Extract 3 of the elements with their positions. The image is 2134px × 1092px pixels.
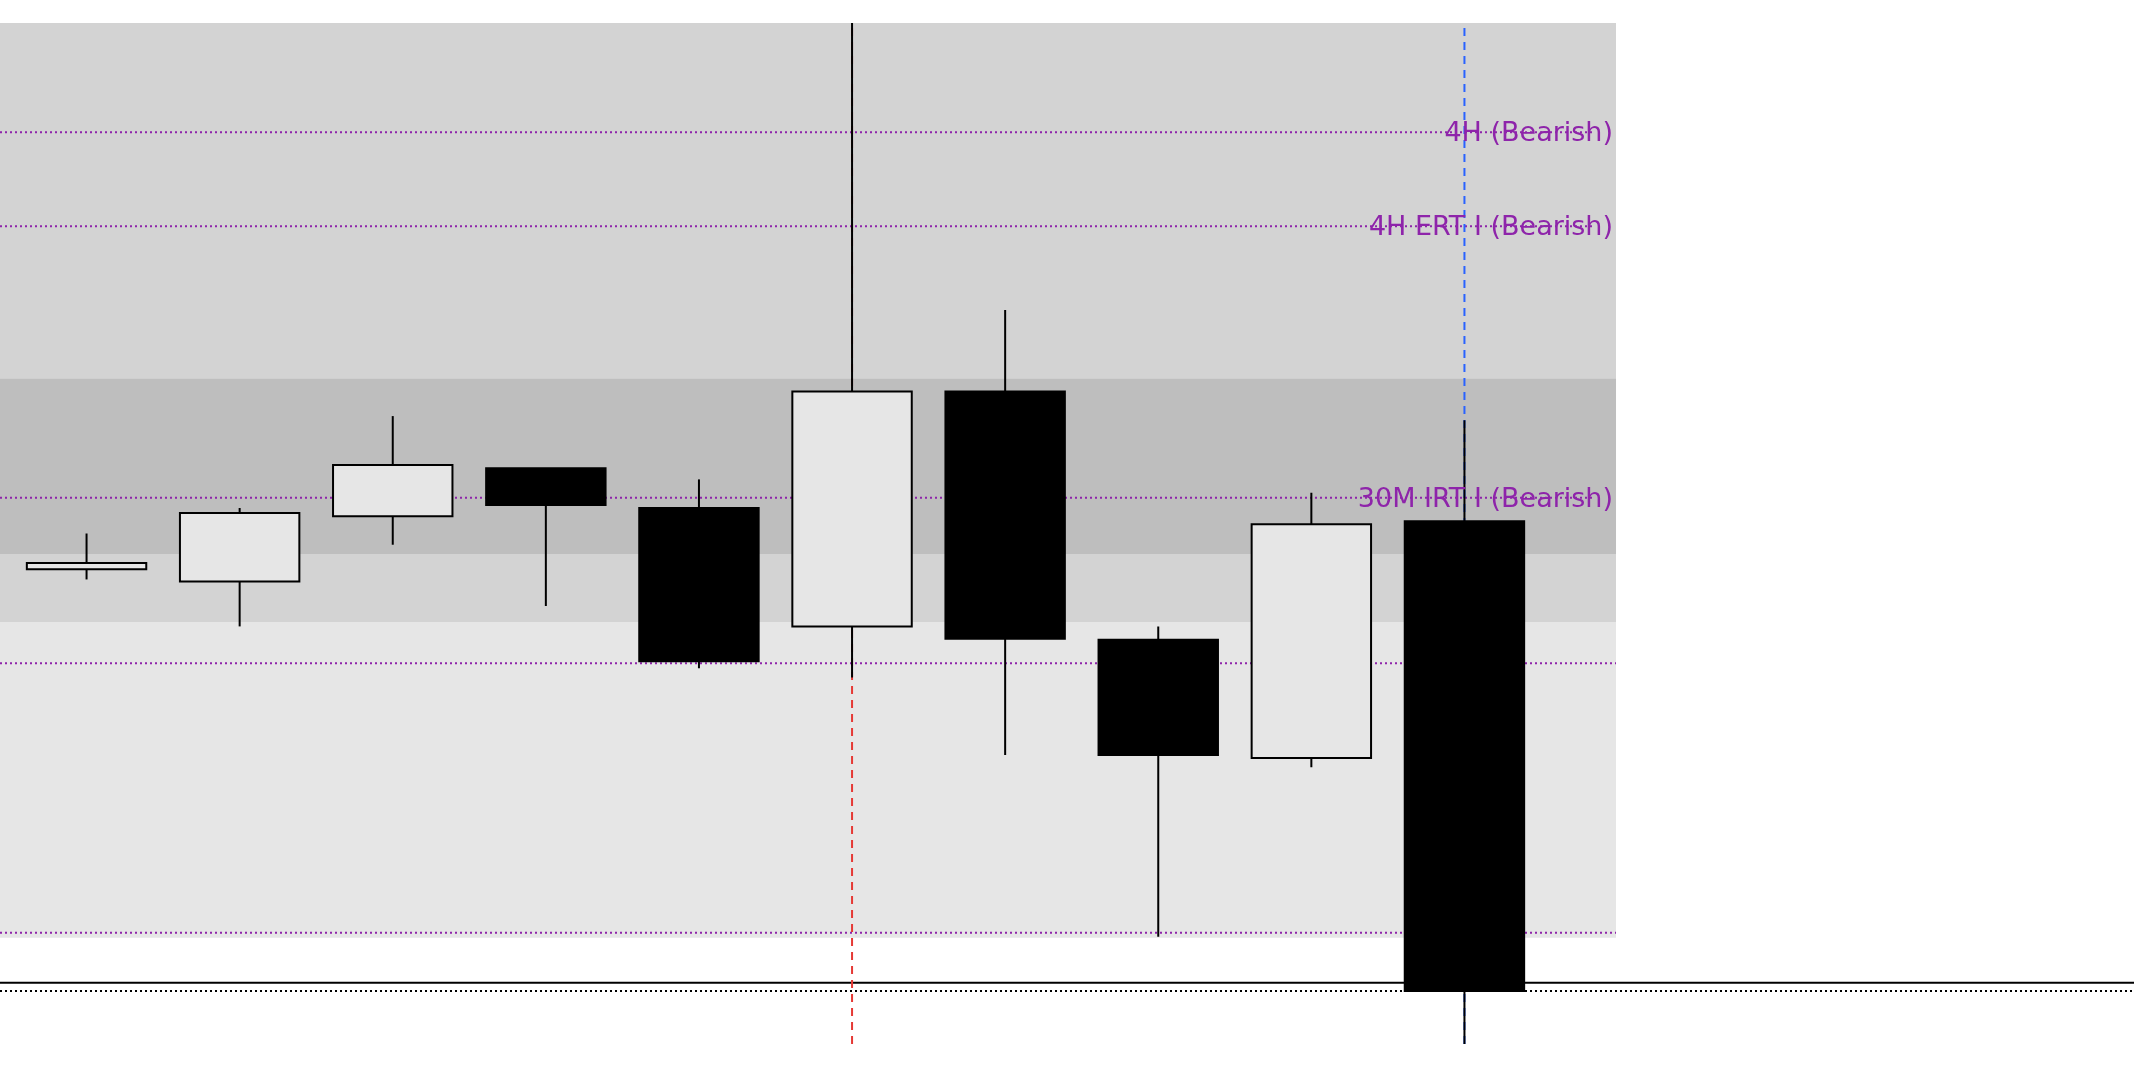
ref-line-label: 4H ERT I (Bearish) (1367, 210, 1613, 242)
candlestick (25, 532, 148, 581)
ref-line-label: 4H (Bearish) (1443, 116, 1613, 148)
